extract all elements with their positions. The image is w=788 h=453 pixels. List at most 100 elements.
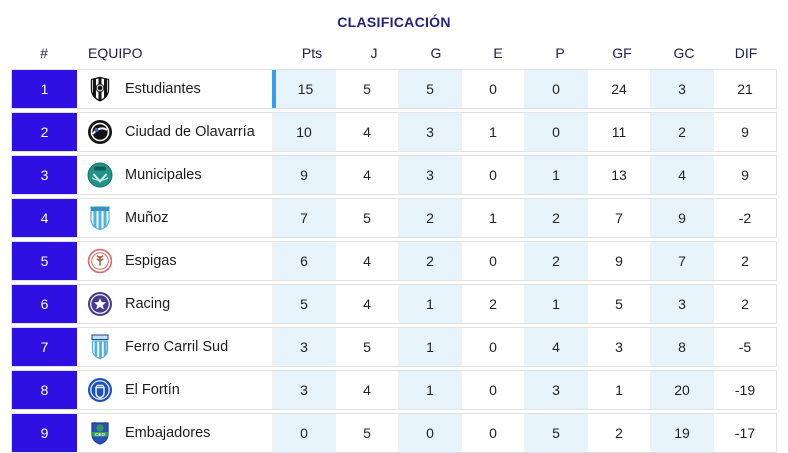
header-gc: GC <box>673 45 695 61</box>
g-cell: 0 <box>398 414 461 452</box>
pts-cell: 9 <box>272 156 335 194</box>
team-name: Ferro Carril Sud <box>125 339 229 355</box>
ferro-carril-sud-badge-icon <box>87 334 113 360</box>
header-e: E <box>493 45 503 61</box>
ciudad-de-olavarria-badge-icon <box>87 119 113 145</box>
gc-cell: 7 <box>650 242 713 280</box>
table-row[interactable]: 6 Racing 5 4 1 2 1 5 3 2 <box>11 284 777 324</box>
dif-cell: -19 <box>713 371 776 409</box>
gc-cell: 19 <box>650 414 713 452</box>
gc-cell: 3 <box>650 285 713 323</box>
pts-cell: 6 <box>272 242 335 280</box>
g-cell: 1 <box>398 328 461 366</box>
gc-cell: 2 <box>650 113 713 151</box>
pts-cell: 10 <box>272 113 335 151</box>
embajadores-badge-icon: CEO <box>87 420 113 446</box>
p-cell: 1 <box>524 285 587 323</box>
munoz-badge-icon <box>87 205 113 231</box>
espigas-badge-icon <box>87 248 113 274</box>
e-cell: 0 <box>461 156 524 194</box>
dif-cell: 21 <box>713 70 776 108</box>
rank-cell: 5 <box>12 242 77 280</box>
gf-cell: 13 <box>587 156 650 194</box>
team-name: El Fortín <box>125 382 180 398</box>
header-j: J <box>370 45 378 61</box>
gf-cell: 2 <box>587 414 650 452</box>
pts-cell: 0 <box>272 414 335 452</box>
rank-cell: 7 <box>12 328 77 366</box>
pts-cell: 7 <box>272 199 335 237</box>
e-cell: 2 <box>461 285 524 323</box>
p-cell: 2 <box>524 199 587 237</box>
header-p: P <box>555 45 565 61</box>
table-row[interactable]: 9 CEO Embajadores 0 5 0 0 5 2 19 -17 <box>11 413 777 453</box>
table-row[interactable]: 3 Municipales 9 4 3 0 1 13 4 9 <box>11 155 777 195</box>
racing-badge-icon <box>87 291 113 317</box>
gf-cell: 5 <box>587 285 650 323</box>
header-dif: DIF <box>734 45 758 61</box>
j-cell: 4 <box>335 371 398 409</box>
j-cell: 5 <box>335 414 398 452</box>
table-row[interactable]: 1 Estudiantes 15 5 5 0 0 24 3 21 <box>11 69 777 109</box>
table-row[interactable]: 2 Ciudad de Olavarría 10 4 3 1 0 11 2 9 <box>11 112 777 152</box>
rank-cell: 3 <box>12 156 77 194</box>
dif-cell: -17 <box>713 414 776 452</box>
gc-cell: 9 <box>650 199 713 237</box>
table-row[interactable]: 4 Muñoz 7 5 2 1 2 7 9 -2 <box>11 198 777 238</box>
table-row[interactable]: 5 Espigas 6 4 2 0 2 9 7 2 <box>11 241 777 281</box>
g-cell: 3 <box>398 156 461 194</box>
e-cell: 0 <box>461 371 524 409</box>
g-cell: 1 <box>398 285 461 323</box>
g-cell: 3 <box>398 113 461 151</box>
table-header-row: # EQUIPO Pts J G E P GF GC DIF <box>11 41 777 65</box>
header-gf: GF <box>612 45 632 61</box>
dif-cell: 9 <box>713 156 776 194</box>
rank-cell: 9 <box>12 414 77 452</box>
j-cell: 4 <box>335 285 398 323</box>
p-cell: 0 <box>524 70 587 108</box>
team-name: Ciudad de Olavarría <box>125 124 255 140</box>
table-row[interactable]: 8 El Fortín 3 4 1 0 3 1 20 -19 <box>11 370 777 410</box>
header-equipo: EQUIPO <box>88 45 143 61</box>
gf-cell: 7 <box>587 199 650 237</box>
dif-cell: -5 <box>713 328 776 366</box>
header-g: G <box>430 45 442 61</box>
g-cell: 2 <box>398 199 461 237</box>
dif-cell: 9 <box>713 113 776 151</box>
e-cell: 1 <box>461 199 524 237</box>
e-cell: 0 <box>461 328 524 366</box>
gc-cell: 20 <box>650 371 713 409</box>
e-cell: 0 <box>461 242 524 280</box>
rank-cell: 2 <box>12 113 77 151</box>
e-cell: 1 <box>461 113 524 151</box>
p-cell: 3 <box>524 371 587 409</box>
pts-cell: 3 <box>272 328 335 366</box>
el-fortin-badge-icon <box>87 377 113 403</box>
svg-text:CEO: CEO <box>95 432 105 437</box>
header-rank: # <box>40 45 48 61</box>
g-cell: 1 <box>398 371 461 409</box>
p-cell: 5 <box>524 414 587 452</box>
dif-cell: -2 <box>713 199 776 237</box>
p-cell: 4 <box>524 328 587 366</box>
e-cell: 0 <box>461 70 524 108</box>
page-title: CLASIFICACIÓN <box>337 14 451 30</box>
j-cell: 5 <box>335 70 398 108</box>
team-name: Racing <box>125 296 171 312</box>
team-name: Espigas <box>125 253 177 269</box>
p-cell: 2 <box>524 242 587 280</box>
j-cell: 5 <box>335 328 398 366</box>
gf-cell: 11 <box>587 113 650 151</box>
j-cell: 4 <box>335 113 398 151</box>
team-name: Embajadores <box>125 425 211 441</box>
team-name: Muñoz <box>125 210 169 226</box>
pts-cell: 5 <box>272 285 335 323</box>
p-cell: 1 <box>524 156 587 194</box>
gc-cell: 8 <box>650 328 713 366</box>
rank-cell: 6 <box>12 285 77 323</box>
gf-cell: 1 <box>587 371 650 409</box>
gc-cell: 4 <box>650 156 713 194</box>
header-pts: Pts <box>301 45 323 61</box>
rank-cell: 1 <box>12 70 77 108</box>
table-row[interactable]: 7 Ferro Carril Sud 3 5 1 0 4 3 8 -5 <box>11 327 777 367</box>
